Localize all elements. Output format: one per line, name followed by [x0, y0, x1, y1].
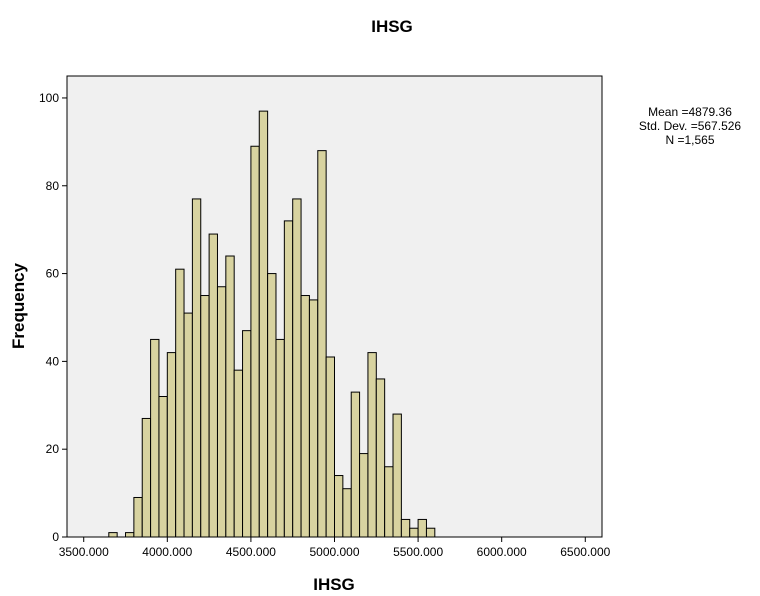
- histogram-bar: [359, 453, 369, 538]
- histogram-bar: [275, 338, 285, 538]
- x-tick-label: 4000.000: [142, 545, 192, 559]
- histogram-bar: [325, 356, 335, 538]
- histogram-bar: [283, 220, 294, 538]
- histogram-bar: [175, 268, 185, 538]
- y-tick-label: 80: [46, 179, 60, 193]
- histogram-bar: [108, 532, 118, 538]
- x-axis-title: IHSG: [313, 575, 355, 594]
- y-tick-label: 0: [52, 530, 59, 544]
- histogram-bar: [258, 110, 269, 538]
- histogram-bar: [208, 233, 218, 538]
- histogram-bar: [166, 352, 177, 538]
- stats-std-dev: Std. Dev. =567.526: [639, 119, 742, 133]
- y-tick-label: 20: [46, 442, 60, 456]
- histogram-bar: [342, 488, 352, 538]
- histogram-bar: [317, 150, 327, 538]
- bars-group: [108, 110, 436, 538]
- histogram-bar: [225, 255, 235, 538]
- x-tick-label: 3500.000: [59, 545, 109, 559]
- histogram-bar: [400, 518, 411, 538]
- x-tick-label: 5000.000: [309, 545, 359, 559]
- y-axis: 0 20 40 60 80 100: [39, 91, 67, 544]
- histogram-bar: [409, 527, 419, 538]
- stats-mean: Mean =4879.36: [648, 105, 732, 119]
- x-axis: 3500.000 4000.000 4500.000 5000.000 5500.000…: [59, 537, 611, 559]
- histogram-bar: [233, 369, 244, 538]
- histogram-bar: [125, 532, 135, 538]
- histogram-bar: [350, 391, 361, 538]
- x-tick-label: 6500.000: [560, 545, 610, 559]
- x-tick-label: 4500.000: [226, 545, 276, 559]
- histogram-bar: [375, 378, 386, 538]
- histogram-bar: [141, 417, 152, 538]
- histogram-bar: [367, 352, 377, 538]
- histogram-bar: [150, 338, 160, 538]
- histogram-bar: [158, 396, 168, 538]
- histogram-bar: [334, 475, 344, 538]
- stats-summary: Mean =4879.36 Std. Dev. =567.526 N =1,56…: [639, 105, 742, 147]
- histogram-bar: [191, 198, 202, 538]
- y-tick-label: 100: [39, 91, 59, 105]
- histogram-bar: [183, 312, 193, 538]
- stats-n: N =1,565: [665, 133, 714, 147]
- histogram-bar: [250, 145, 260, 538]
- histogram-bar: [242, 330, 252, 538]
- y-axis-title: Frequency: [9, 262, 28, 349]
- histogram-bar: [384, 466, 394, 538]
- histogram-bar: [200, 295, 210, 538]
- histogram-bar: [216, 286, 227, 538]
- histogram-bar: [133, 496, 143, 538]
- chart-title: IHSG: [371, 17, 413, 36]
- histogram-bar: [425, 527, 436, 538]
- y-tick-label: 60: [46, 267, 60, 281]
- histogram-bar: [417, 518, 427, 538]
- histogram-bar: [392, 413, 402, 538]
- histogram-bar: [308, 299, 319, 538]
- histogram-bar: [300, 295, 310, 538]
- y-tick-label: 40: [46, 354, 60, 368]
- histogram-bar: [267, 273, 277, 538]
- histogram-bar: [292, 198, 302, 538]
- x-tick-label: 6000.000: [477, 545, 527, 559]
- x-tick-label: 5500.000: [393, 545, 443, 559]
